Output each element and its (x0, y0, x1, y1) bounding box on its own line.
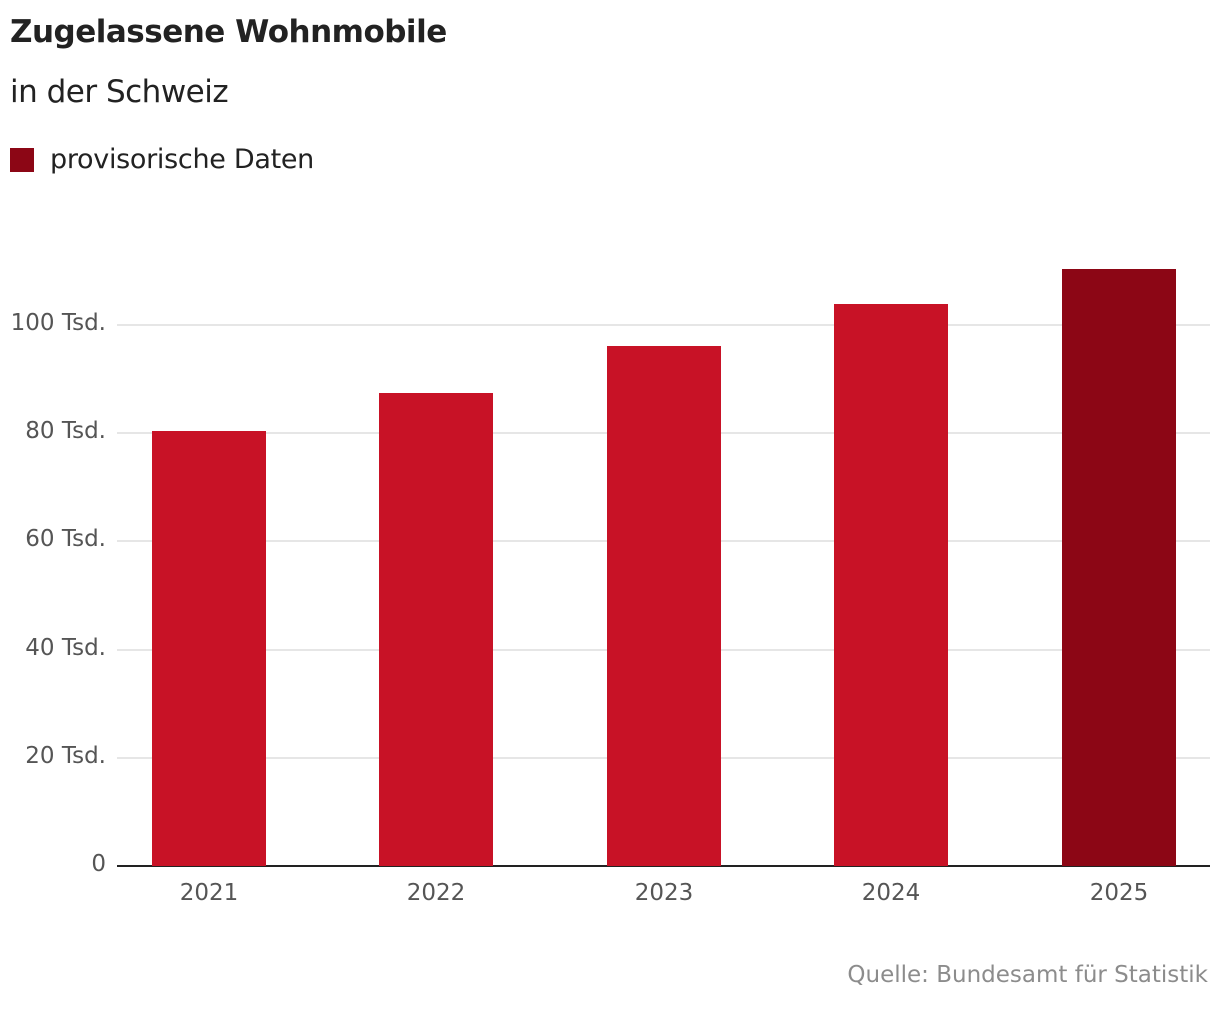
y-tick-label: 20 Tsd. (25, 742, 106, 769)
source-note: Quelle: Bundesamt für Statistik (847, 962, 1208, 988)
chart-subtitle: in der Schweiz (10, 74, 229, 110)
legend-swatch-provisional (10, 147, 34, 172)
legend-label-provisional: provisorische Daten (50, 144, 314, 175)
y-tick-label: 60 Tsd. (25, 526, 106, 553)
x-tick-label: 2024 (861, 880, 921, 906)
bar-2025[interactable] (1062, 268, 1176, 866)
y-tick-label: 100 Tsd. (10, 310, 106, 336)
x-axis-line (117, 865, 1210, 867)
bar-2023[interactable] (607, 346, 721, 866)
x-tick-label: 2025 (1089, 880, 1149, 906)
y-tick-label: 40 Tsd. (25, 634, 106, 661)
bar-2024[interactable] (834, 303, 948, 866)
y-tick-label: 80 Tsd. (25, 418, 106, 445)
bar-2021[interactable] (152, 431, 266, 866)
x-tick-label: 2021 (179, 880, 239, 906)
bar-2022[interactable] (379, 393, 493, 866)
gridline (117, 324, 1210, 326)
x-tick-label: 2022 (406, 880, 466, 906)
y-tick-label: 0 (91, 851, 106, 877)
chart-title: Zugelassene Wohnmobile (10, 14, 447, 50)
x-tick-label: 2023 (634, 880, 694, 906)
legend: provisorische Daten (10, 144, 314, 175)
